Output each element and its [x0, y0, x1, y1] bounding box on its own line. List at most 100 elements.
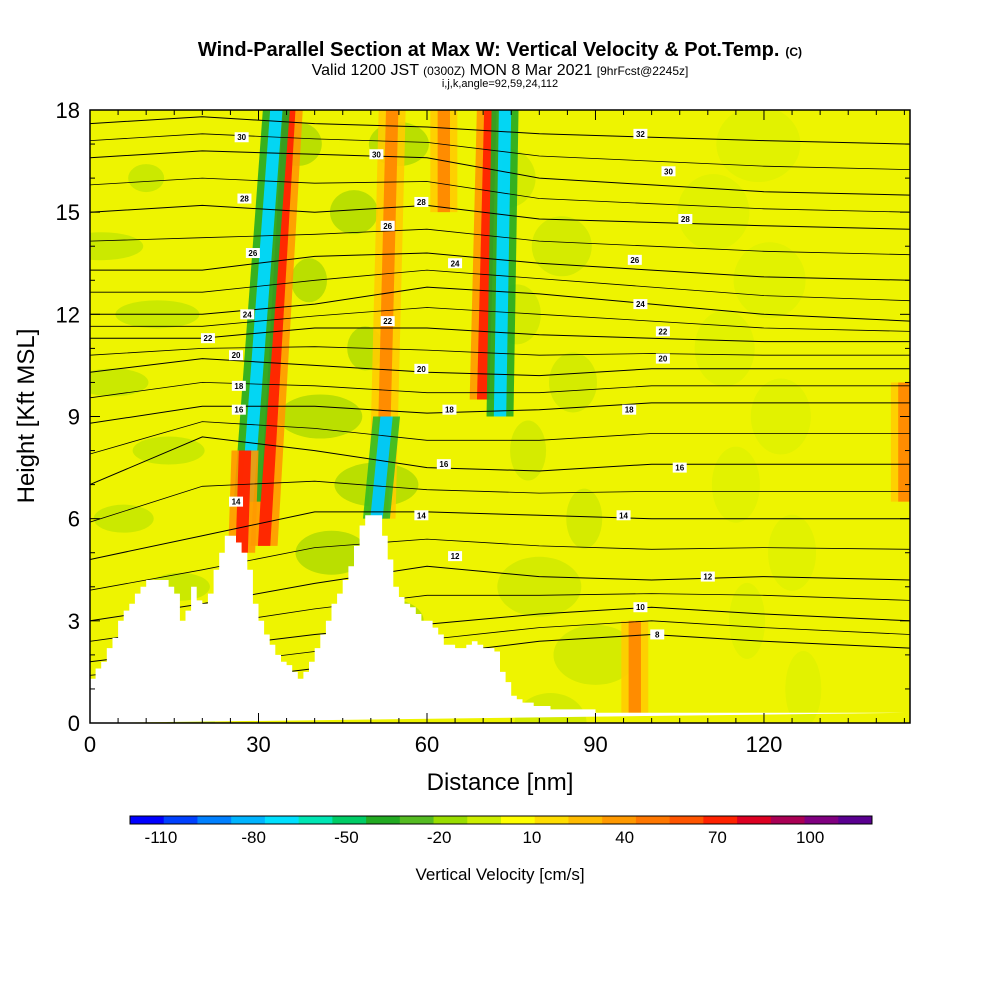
contour-label: 26 — [245, 248, 260, 259]
velocity-patch — [750, 378, 811, 455]
contour-label-bg — [231, 380, 246, 391]
contour-label-bg — [655, 326, 670, 337]
contour-label: 20 — [414, 363, 429, 374]
colorbar-segment — [568, 816, 603, 824]
colorbar-segment — [501, 816, 536, 824]
velocity-patch — [566, 488, 603, 549]
contour-label-text: 26 — [248, 249, 257, 258]
colorbar-segment — [703, 816, 738, 824]
contour-label-text: 8 — [655, 630, 660, 639]
isentrope-line — [90, 421, 910, 455]
x-tick-label: 60 — [415, 732, 439, 757]
colorbar-tick-label: 100 — [796, 828, 824, 847]
x-axis-ticks: 0 30 60 90 120 — [84, 110, 905, 757]
contour-label-bg — [650, 629, 665, 640]
contour-label-text: 26 — [383, 222, 392, 231]
contour-label-text: 30 — [664, 167, 673, 176]
contour-label-bg — [616, 510, 631, 521]
velocity-patch — [295, 530, 368, 575]
contour-label-bg — [380, 220, 395, 231]
contour-label: 30 — [369, 149, 384, 160]
velocity-patch — [716, 110, 801, 183]
contour-label-bg — [678, 213, 693, 224]
contour-label-bg — [414, 363, 429, 374]
contour-label-bg — [622, 404, 637, 415]
contour-label-bg — [229, 496, 244, 507]
colorbar-segment — [838, 816, 873, 824]
contour-label: 26 — [627, 254, 642, 265]
terrain-mask — [90, 515, 905, 723]
velocity-patch — [128, 164, 165, 193]
contour-label-text: 32 — [636, 130, 645, 139]
colorbar-tick-label: 10 — [522, 828, 541, 847]
contour-label: 20 — [655, 353, 670, 364]
contour-label-text: 24 — [636, 300, 645, 309]
velocity-patch — [93, 504, 154, 533]
contour-label-text: 16 — [675, 464, 684, 473]
velocity-patch — [510, 420, 547, 481]
colorbar-segment — [433, 816, 468, 824]
contour-label-text: 24 — [243, 310, 252, 319]
velocity-patch — [531, 216, 592, 277]
contour-label-text: 16 — [439, 460, 448, 469]
contour-label: 28 — [414, 196, 429, 207]
colorbar-segment — [737, 816, 772, 824]
contour-label-text: 20 — [658, 355, 667, 364]
isentrope-line — [90, 511, 910, 560]
isentrope-line — [90, 133, 910, 170]
colorbar-tick-label: -20 — [427, 828, 452, 847]
contour-label-bg — [700, 571, 715, 582]
colorbar-segment — [804, 816, 839, 824]
velocity-band-core — [628, 620, 641, 713]
contour-label: 10 — [633, 602, 648, 613]
colorbar-segment — [163, 816, 198, 824]
colorbar-segment — [332, 816, 367, 824]
colorbar-segment — [467, 816, 502, 824]
contour-label-text: 16 — [234, 406, 243, 415]
contour-label: 26 — [380, 220, 395, 231]
contour-label-bg — [240, 309, 255, 320]
velocity-patch — [291, 258, 328, 303]
y-tick-label: 18 — [56, 98, 80, 123]
velocity-patch — [497, 556, 582, 617]
x-tick-label: 90 — [583, 732, 607, 757]
colorbar-frame — [129, 815, 873, 825]
isentrope-line — [90, 307, 910, 332]
contour-label: 24 — [633, 299, 648, 310]
velocity-patch — [677, 174, 750, 251]
colorbar-segment — [197, 816, 232, 824]
contour-label-text: 14 — [232, 498, 241, 507]
contour-label: 16 — [436, 459, 451, 470]
contour-label-text: 18 — [445, 406, 454, 415]
colorbar-segment — [399, 816, 435, 824]
velocity-patch — [733, 242, 806, 319]
velocity-patch — [768, 514, 817, 591]
contour-label-text: 20 — [417, 365, 426, 374]
velocity-patch — [329, 190, 378, 235]
contour-label: 32 — [633, 128, 648, 139]
velocity-band-core — [493, 110, 512, 417]
contour-label-bg — [245, 248, 260, 259]
contour-label-bg — [200, 333, 215, 344]
velocity-patch — [729, 582, 766, 659]
isentrope-line — [90, 286, 910, 322]
velocity-patch — [90, 232, 144, 261]
contour-label: 14 — [229, 496, 244, 507]
colorbar-tick-label: -110 — [145, 828, 178, 847]
contour-label-bg — [229, 350, 244, 361]
colorbar-label: Vertical Velocity [cm/s] — [415, 865, 584, 884]
contour-label: 24 — [240, 309, 255, 320]
contour-label-text: 12 — [451, 552, 460, 561]
contour-label-text: 10 — [636, 603, 645, 612]
contour-label-bg — [672, 462, 687, 473]
velocity-band-core — [241, 110, 283, 502]
contour-label-text: 14 — [619, 511, 628, 520]
contour-label-bg — [633, 602, 648, 613]
isentrope-line — [90, 204, 910, 230]
contour-label: 16 — [231, 404, 246, 415]
isentrope-line — [90, 116, 910, 145]
chart-subtitle: Valid 1200 JST (0300Z) MON 8 Mar 2021 [9… — [312, 62, 689, 79]
isentrope-line — [90, 480, 910, 523]
velocity-band-core — [898, 382, 910, 502]
x-tick-label: 30 — [246, 732, 270, 757]
